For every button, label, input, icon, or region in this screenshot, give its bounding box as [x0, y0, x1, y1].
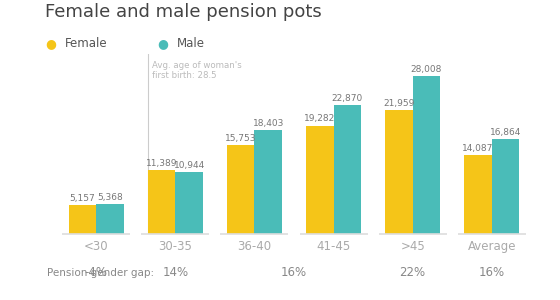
Bar — [175, 172, 203, 234]
Text: 14,087: 14,087 — [462, 143, 493, 152]
Text: ●: ● — [157, 37, 167, 50]
Bar — [385, 110, 413, 234]
Bar — [68, 205, 96, 234]
Bar — [96, 204, 124, 234]
Text: 16,864: 16,864 — [490, 128, 521, 137]
Bar — [254, 130, 282, 234]
Bar — [334, 105, 361, 234]
Bar — [413, 76, 440, 234]
Bar — [227, 146, 254, 234]
Bar — [148, 170, 175, 234]
Text: 14%: 14% — [162, 266, 188, 280]
Text: 5,368: 5,368 — [97, 193, 123, 202]
Text: 5,157: 5,157 — [69, 194, 95, 203]
Text: Female: Female — [64, 37, 107, 50]
Text: -4%: -4% — [85, 266, 108, 280]
Text: 22,870: 22,870 — [332, 94, 363, 103]
Text: 19,282: 19,282 — [304, 114, 335, 123]
Text: 16%: 16% — [281, 266, 307, 280]
Text: 18,403: 18,403 — [253, 119, 284, 128]
Text: 21,959: 21,959 — [383, 99, 414, 108]
Bar — [306, 125, 334, 234]
Text: 22%: 22% — [400, 266, 426, 280]
Text: Pension gender gap:: Pension gender gap: — [47, 268, 155, 278]
Bar — [464, 155, 492, 234]
Bar — [492, 139, 520, 234]
Text: 11,389: 11,389 — [146, 159, 177, 168]
Text: 15,753: 15,753 — [225, 134, 256, 143]
Text: Female and male pension pots: Female and male pension pots — [45, 3, 321, 21]
Text: 16%: 16% — [479, 266, 505, 280]
Text: Avg. age of woman's
first birth: 28.5: Avg. age of woman's first birth: 28.5 — [152, 61, 241, 80]
Text: Male: Male — [176, 37, 204, 50]
Text: 10,944: 10,944 — [174, 161, 205, 170]
Text: ●: ● — [45, 37, 55, 50]
Text: 28,008: 28,008 — [411, 65, 442, 74]
